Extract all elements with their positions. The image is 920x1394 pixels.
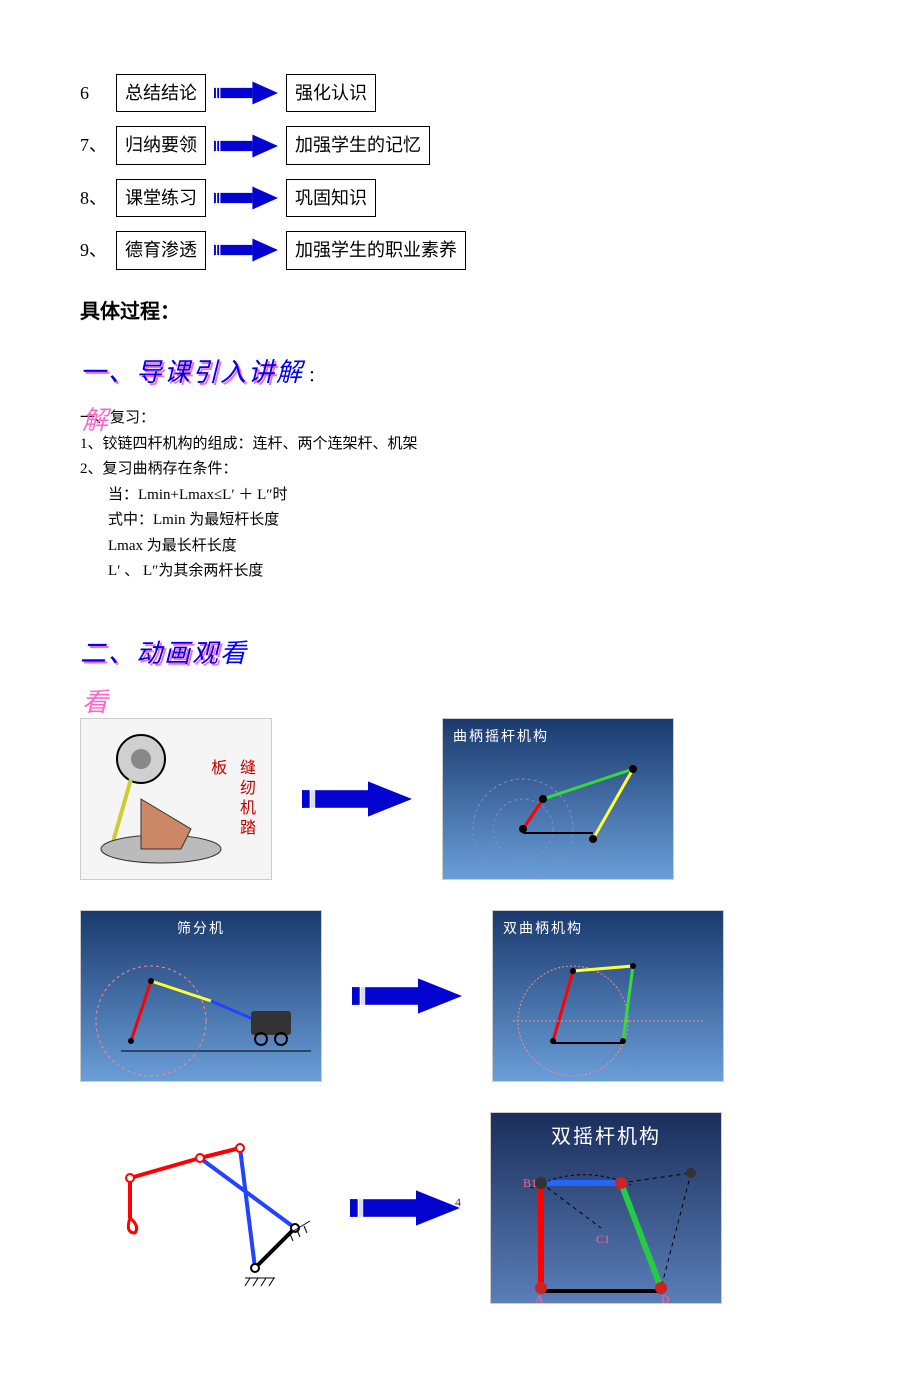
heading-intro: 一、导课引入讲解 一、导课引入讲解 — [80, 350, 304, 397]
flow-row: 8、 课堂练习 巩固知识 — [80, 179, 840, 217]
image-crank-rocker-caption: 曲柄摇杆机构 — [453, 725, 549, 750]
arrow-icon — [214, 185, 278, 211]
image-double-crank: 双曲柄机构 — [492, 910, 724, 1082]
image-sewing-caption: 缝纫机踏板 — [201, 759, 259, 839]
review-sub-2: 式中：Lmin 为最短杆长度 — [108, 508, 840, 534]
flow-row: 9、 德育渗透 加强学生的职业素养 — [80, 231, 840, 269]
arrow-icon — [214, 237, 278, 263]
image-sieve: 筛分机 — [80, 910, 322, 1082]
image-sieve-caption: 筛分机 — [177, 917, 225, 942]
heading-animation: 二、动画观看 二、动画观看 — [80, 631, 248, 678]
flow-row: 7、 归纳要领 加强学生的记忆 — [80, 126, 840, 164]
image-crane-linkage — [80, 1118, 320, 1298]
review-sub-3: Lmax 为最长杆长度 — [108, 534, 840, 560]
heading-intro-colon: ： — [308, 368, 324, 385]
image-row-1: 缝纫机踏板 曲柄摇杆机构 — [80, 718, 840, 880]
review-sub-4: L′ 、 L″为其余两杆长度 — [108, 559, 840, 585]
flow-number: 8、 — [80, 182, 108, 214]
image-crank-rocker: 曲柄摇杆机构 — [442, 718, 674, 880]
flow-box-left: 德育渗透 — [116, 231, 206, 269]
flow-box-left: 课堂练习 — [116, 179, 206, 217]
image-row-3: 4 双摇杆机构 B1 C1 A D — [80, 1112, 840, 1304]
svg-text:D: D — [661, 1292, 670, 1303]
section-process-title: 具体过程： — [80, 294, 840, 330]
flow-box-right: 加强学生的职业素养 — [286, 231, 466, 269]
review-sub-1: 当：Lmin+Lmax≤L′ ＋ L″时 — [108, 483, 840, 509]
review-item-2: 2、复习曲柄存在条件： — [80, 457, 840, 483]
image-double-rocker: 双摇杆机构 B1 C1 A D — [490, 1112, 722, 1304]
flow-box-right: 强化认识 — [286, 74, 376, 112]
svg-text:A: A — [535, 1292, 544, 1303]
image-sewing-pedal: 缝纫机踏板 — [80, 718, 272, 880]
arrow-icon — [214, 80, 278, 106]
flow-number: 9、 — [80, 234, 108, 266]
flow-box-right: 巩固知识 — [286, 179, 376, 217]
svg-text:C1: C1 — [596, 1232, 610, 1246]
arrow-icon — [302, 777, 412, 821]
svg-text:B1: B1 — [523, 1176, 537, 1190]
flow-box-left: 总结结论 — [116, 74, 206, 112]
page-number: 4 — [455, 1192, 461, 1214]
image-row-2: 筛分机 双曲柄机构 — [80, 910, 840, 1082]
arrow-icon — [352, 974, 462, 1018]
flow-row: 6 总结结论 强化认识 — [80, 74, 840, 112]
flow-number: 6 — [80, 77, 108, 109]
arrow-icon — [350, 1186, 460, 1230]
flow-number: 7、 — [80, 129, 108, 161]
image-double-crank-caption: 双曲柄机构 — [503, 917, 583, 942]
flow-box-right: 加强学生的记忆 — [286, 126, 430, 164]
flow-box-left: 归纳要领 — [116, 126, 206, 164]
image-double-rocker-caption: 双摇杆机构 — [551, 1119, 661, 1155]
arrow-icon — [214, 133, 278, 159]
